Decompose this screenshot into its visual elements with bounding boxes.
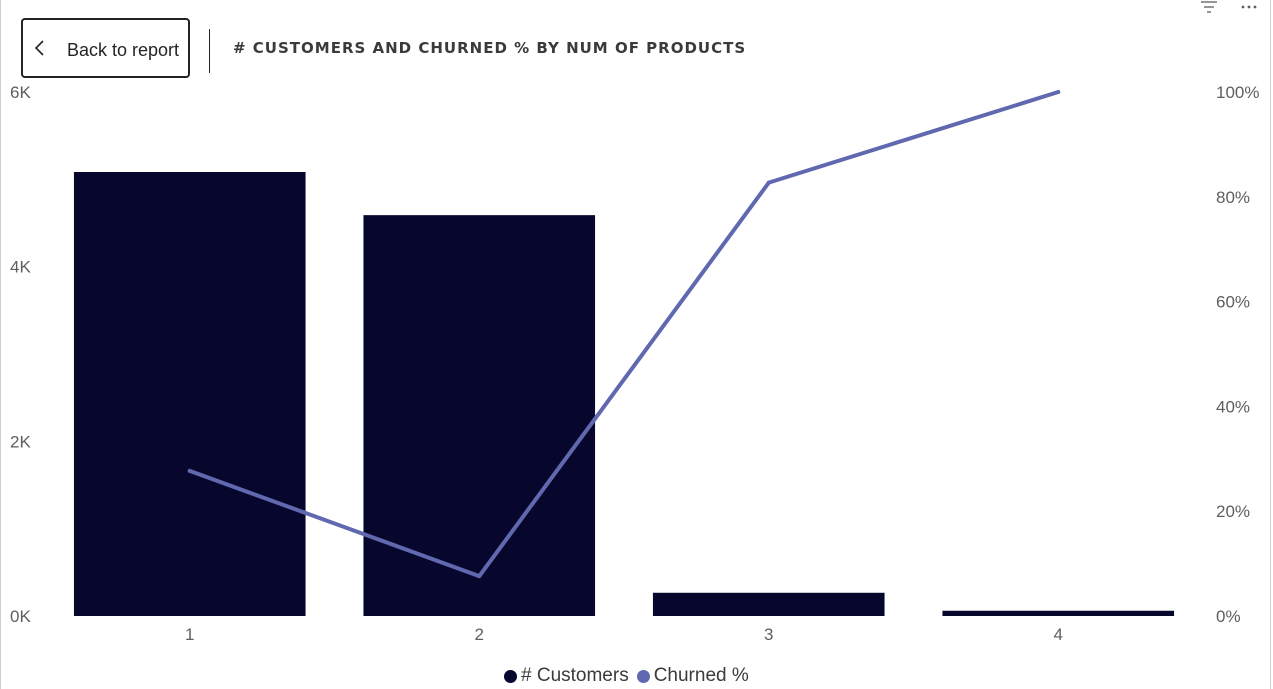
bar-customers-4[interactable] <box>942 610 1175 616</box>
chevron-left-icon <box>34 40 44 56</box>
bar-customers-3[interactable] <box>652 592 885 616</box>
legend-item-customers[interactable]: # Customers <box>504 665 629 687</box>
x-tick-label: 4 <box>1054 625 1063 644</box>
y-left-tick-label: 6K <box>10 83 31 102</box>
legend-marker-churned <box>636 669 650 683</box>
legend-marker-customers <box>504 669 517 683</box>
y-right-tick-label: 60% <box>1216 293 1250 312</box>
header-divider <box>209 29 210 73</box>
y-left-tick-label: 4K <box>10 258 31 277</box>
legend-label-churned: Churned % <box>653 665 749 686</box>
legend-label-customers: # Customers <box>521 665 629 686</box>
y-right-tick-label: 100% <box>1216 83 1259 102</box>
chart-title: # CUSTOMERS AND CHURNED % BY NUM OF PROD… <box>233 39 747 57</box>
y-right-tick-label: 80% <box>1216 188 1250 207</box>
bar-customers-2[interactable] <box>363 215 596 616</box>
more-options-icon[interactable] <box>1240 0 1258 12</box>
point-churned-3 <box>766 180 771 185</box>
y-right-tick-label: 20% <box>1216 502 1250 521</box>
x-tick-label: 1 <box>185 625 194 644</box>
point-churned-1 <box>187 468 192 473</box>
back-to-report-button[interactable]: Back to report <box>21 18 190 78</box>
point-churned-2 <box>477 574 482 579</box>
chart-legend: # Customers Churned % <box>504 664 757 688</box>
y-right-tick-label: 0% <box>1216 607 1241 626</box>
x-tick-label: 3 <box>764 625 773 644</box>
bar-customers-1[interactable] <box>73 171 306 617</box>
x-tick-label: 2 <box>475 625 484 644</box>
y-left-tick-label: 0K <box>10 607 31 626</box>
back-button-label: Back to report <box>67 40 180 60</box>
line-churned-percent <box>187 90 1061 579</box>
point-churned-4 <box>1056 90 1061 94</box>
legend-item-churned[interactable]: Churned % <box>636 665 749 687</box>
filter-icon[interactable] <box>1200 0 1218 14</box>
y-right-tick-label: 40% <box>1216 397 1250 416</box>
y-left-tick-label: 2K <box>10 432 31 451</box>
